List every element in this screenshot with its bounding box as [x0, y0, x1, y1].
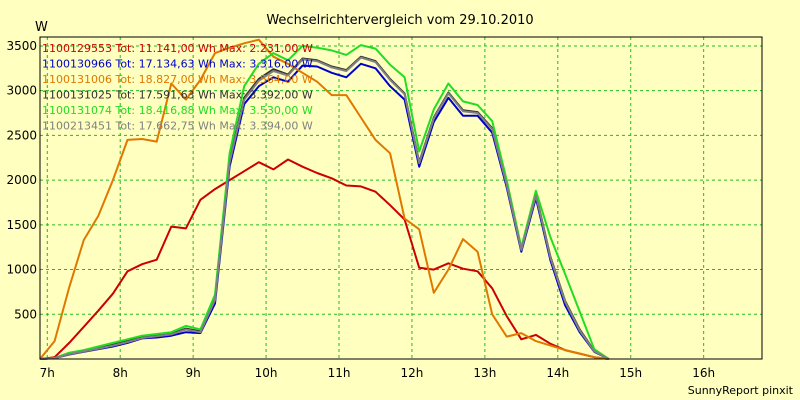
- y-tick-label: 1500: [6, 218, 37, 232]
- legend-entry-1100131006: 1100131006 Tot: 18.827,00 Wh Max: 3.564,…: [42, 73, 313, 86]
- legend: 1100129553 Tot: 11.141,00 Wh Max: 2.231,…: [42, 42, 313, 133]
- y-tick-label: 1000: [6, 263, 37, 277]
- x-tick-labels: 7h 8h 9h 10h 11h 12h 13h 14h 15h 16h: [40, 366, 715, 380]
- x-tick-label: 9h: [186, 366, 201, 380]
- plot-frame: [39, 36, 763, 360]
- x-tick-label: 15h: [619, 366, 642, 380]
- y-tick-label: 2000: [6, 173, 37, 187]
- legend-entry-1100130966: 1100130966 Tot: 17.134,63 Wh Max: 3.316,…: [42, 58, 313, 71]
- legend-entry-1100213451: 1100213451 Tot: 17.662,75 Wh Max: 3.394,…: [42, 120, 313, 133]
- x-tick-label: 7h: [40, 366, 55, 380]
- x-tick-label: 14h: [546, 366, 569, 380]
- y-tick-label: 3500: [6, 39, 37, 53]
- x-tick-label: 8h: [113, 366, 128, 380]
- y-tick-label: 500: [14, 307, 37, 321]
- y-tick-label: 3000: [6, 84, 37, 98]
- legend-entry-1100131074: 1100131074 Tot: 18.416,88 Wh Max: 3.530,…: [42, 104, 313, 117]
- x-tick-label: 12h: [401, 366, 424, 380]
- series-line-1100129553: [39, 158, 609, 360]
- series-lines: [39, 38, 610, 360]
- legend-entry-1100129553: 1100129553 Tot: 11.141,00 Wh Max: 2.231,…: [42, 42, 313, 55]
- series-line-1100213451: [39, 56, 610, 360]
- y-axis-label: W: [35, 20, 48, 35]
- x-tick-label: 13h: [473, 366, 496, 380]
- x-tick-label: 10h: [255, 366, 278, 380]
- series-line-1100131025: [39, 55, 610, 360]
- y-tick-labels: 500 1000 1500 2000 2500 3000 3500: [6, 39, 37, 321]
- series-line-1100131006: [39, 38, 609, 360]
- y-tick-label: 2500: [6, 128, 37, 142]
- footer-label: SunnyReport pinxit: [688, 384, 794, 397]
- x-tick-label: 16h: [692, 366, 715, 380]
- chart-title: Wechselrichtervergleich vom 29.10.2010: [266, 13, 533, 28]
- legend-entry-1100131025: 1100131025 Tot: 17.591,63 Wh Max: 3.392,…: [42, 89, 313, 102]
- x-tick-label: 11h: [328, 366, 351, 380]
